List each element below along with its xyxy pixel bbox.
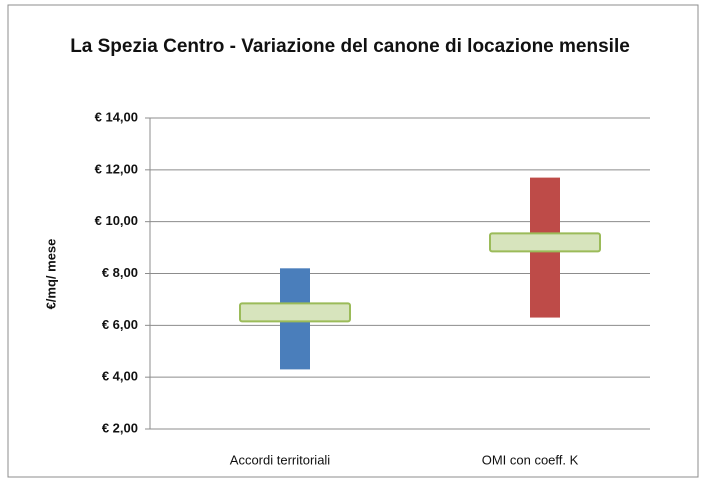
x-tick-label: Accordi territoriali bbox=[230, 452, 331, 467]
y-tick-label: € 12,00 bbox=[95, 161, 138, 176]
chart-title: La Spezia Centro - Variazione del canone… bbox=[70, 36, 630, 57]
y-tick-label: € 14,00 bbox=[95, 109, 138, 124]
y-tick-label: € 2,00 bbox=[102, 420, 138, 435]
mean-marker bbox=[489, 232, 601, 253]
y-axis-label: €/mq/ mese bbox=[43, 239, 58, 310]
y-tick-label: € 8,00 bbox=[102, 265, 138, 280]
y-tick-label: € 4,00 bbox=[102, 369, 138, 384]
x-tick-label: OMI con coeff. K bbox=[482, 452, 579, 467]
y-tick-label: € 10,00 bbox=[95, 213, 138, 228]
mean-marker bbox=[239, 302, 351, 323]
y-tick-label: € 6,00 bbox=[102, 317, 138, 332]
